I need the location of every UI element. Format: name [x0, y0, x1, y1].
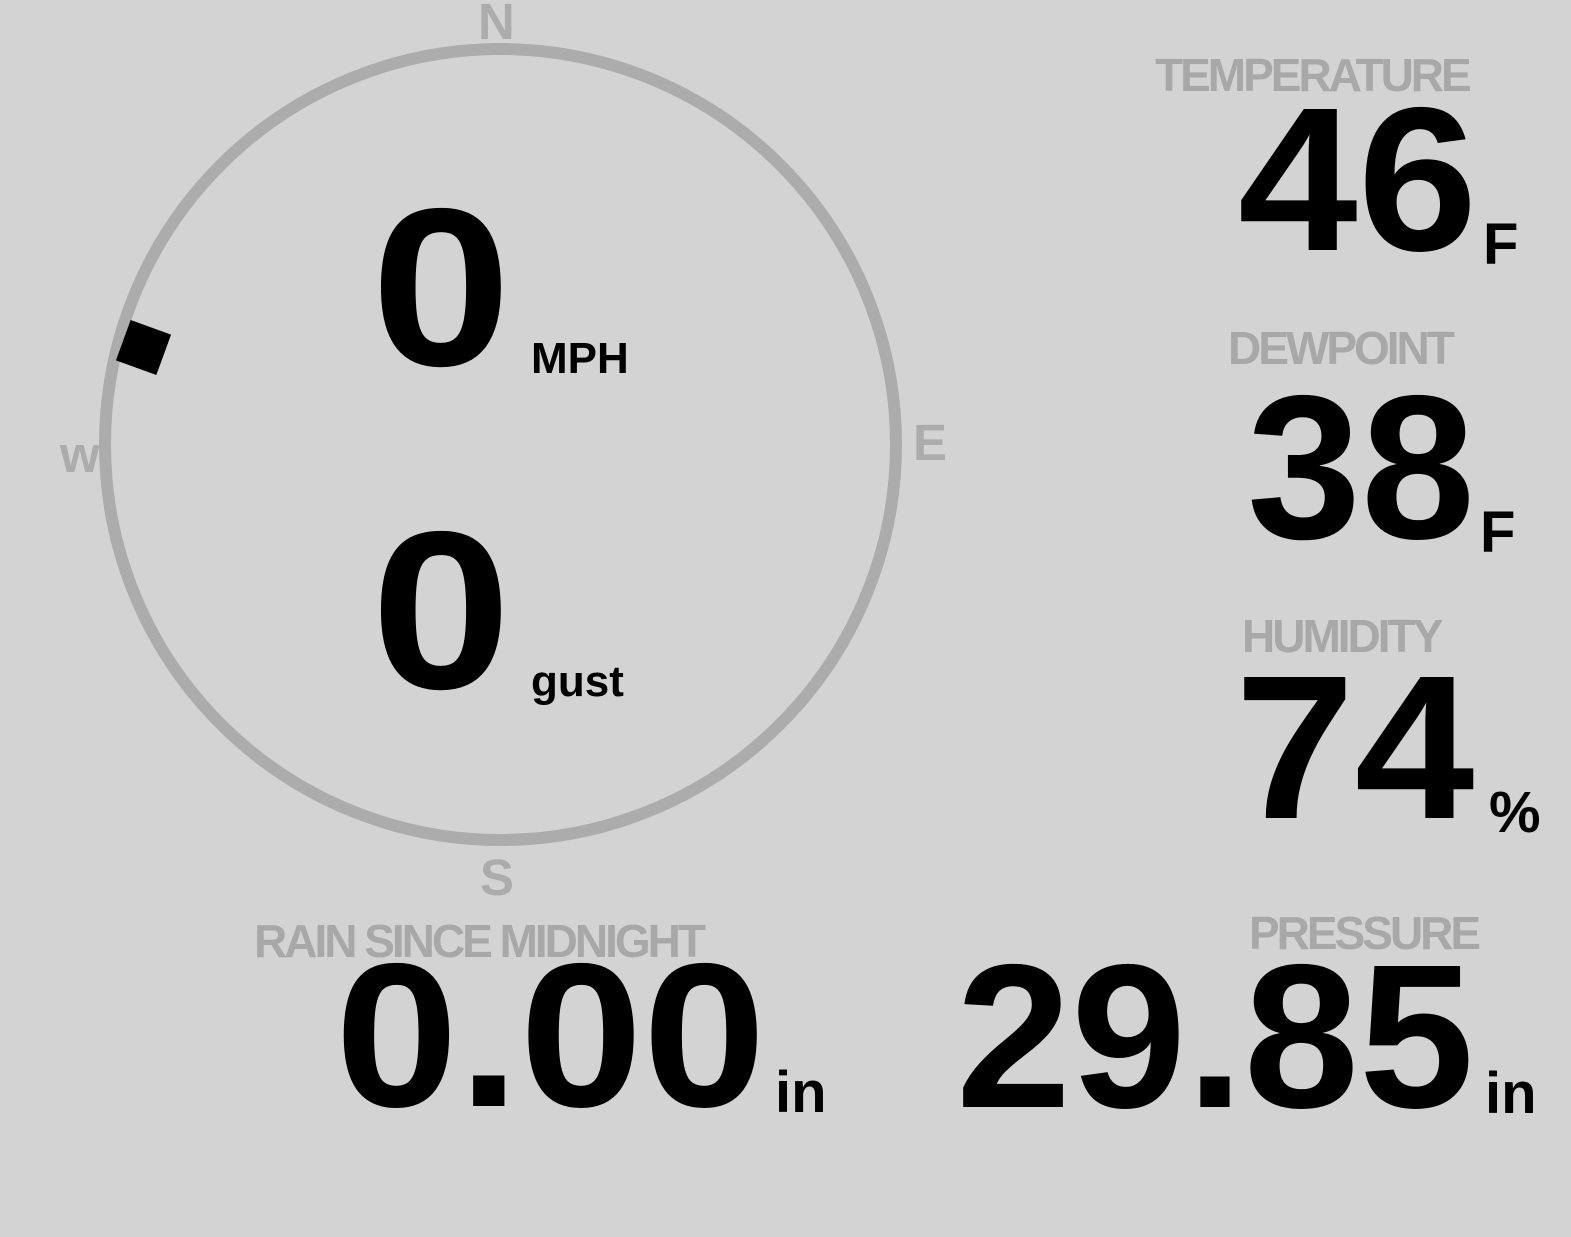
- svg-text:in: in: [775, 1060, 827, 1125]
- svg-text:in: in: [1485, 1061, 1537, 1126]
- svg-text:%: %: [1489, 780, 1541, 845]
- svg-text:38: 38: [1247, 353, 1475, 582]
- svg-text:F: F: [1480, 500, 1515, 565]
- svg-text:74: 74: [1235, 633, 1474, 862]
- svg-text:F: F: [1483, 212, 1518, 277]
